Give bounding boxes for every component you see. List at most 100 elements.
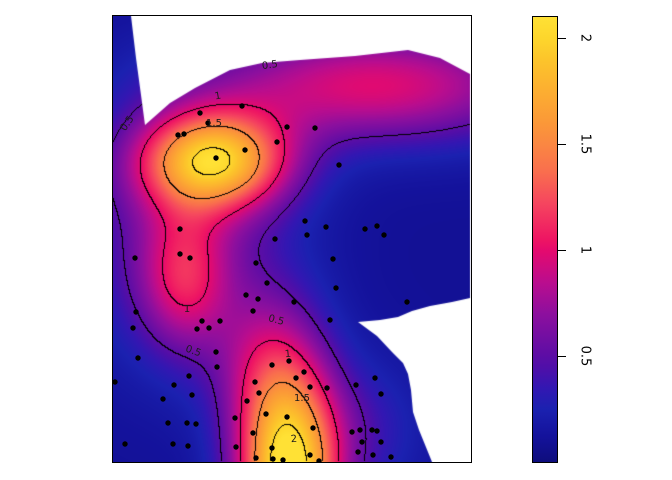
colorbar-gradient — [532, 16, 558, 463]
data-point — [330, 256, 336, 262]
data-points-layer — [113, 103, 410, 462]
data-point — [372, 375, 378, 381]
colorbar-tick — [558, 143, 566, 145]
data-point — [333, 285, 339, 291]
contour-label: 1.5 — [206, 118, 222, 129]
data-point — [355, 449, 361, 455]
data-point — [269, 362, 275, 368]
data-point — [310, 425, 316, 431]
data-point — [256, 390, 262, 396]
colorbar: 2 1.5 1 0.5 — [532, 16, 593, 463]
data-point — [291, 299, 297, 305]
data-point — [307, 452, 313, 458]
colorbar-tick — [558, 37, 566, 39]
data-point — [213, 349, 219, 355]
data-point — [197, 110, 203, 116]
data-point — [213, 155, 219, 161]
data-point — [253, 455, 259, 461]
colorbar-tick-label: 1 — [577, 245, 593, 255]
data-point — [369, 427, 375, 433]
data-point — [264, 280, 270, 286]
data-point — [252, 379, 258, 385]
data-point — [307, 384, 313, 390]
data-point — [255, 296, 261, 302]
data-point — [286, 358, 292, 364]
data-point — [359, 439, 365, 445]
data-point — [353, 382, 359, 388]
data-point — [160, 396, 166, 402]
data-point — [312, 125, 318, 131]
colorbar-tick-label: 1.5 — [577, 133, 593, 155]
data-point — [284, 124, 290, 130]
data-point — [253, 260, 259, 266]
data-point — [243, 292, 249, 298]
colorbar-tick — [558, 355, 566, 357]
data-point — [293, 375, 299, 381]
density-field-canvas — [113, 16, 471, 462]
data-point — [244, 398, 250, 404]
data-point — [113, 379, 118, 385]
colorbar-tick-label: 0.5 — [577, 345, 593, 367]
data-point — [250, 430, 256, 436]
data-point — [206, 325, 212, 331]
data-point — [193, 421, 199, 427]
data-point — [302, 218, 308, 224]
data-point — [357, 427, 363, 433]
data-point — [274, 139, 280, 145]
data-point — [349, 429, 355, 435]
data-point — [194, 326, 200, 332]
data-point — [199, 318, 205, 324]
data-point — [170, 441, 176, 447]
data-point — [189, 392, 195, 398]
data-point — [378, 391, 384, 397]
data-point — [336, 162, 342, 168]
data-point — [232, 415, 238, 421]
data-point — [239, 103, 245, 109]
data-point — [133, 309, 139, 315]
data-point — [362, 226, 368, 232]
data-point — [122, 441, 128, 447]
data-point — [374, 223, 380, 229]
colorbar-tick — [558, 249, 566, 251]
data-point — [316, 458, 322, 462]
data-point — [135, 355, 141, 361]
data-point — [130, 325, 136, 331]
data-point — [269, 445, 275, 451]
data-point — [388, 454, 394, 460]
data-point — [280, 457, 286, 462]
data-point — [171, 382, 177, 388]
data-point — [324, 385, 330, 391]
data-point — [217, 318, 223, 324]
data-point — [187, 255, 193, 261]
data-point — [370, 452, 376, 458]
data-point — [186, 373, 192, 379]
data-point — [327, 317, 333, 323]
data-point — [175, 132, 181, 138]
data-point — [263, 411, 269, 417]
data-point — [184, 420, 190, 426]
data-point — [165, 420, 171, 426]
contour-label: 1 — [183, 304, 191, 315]
colorbar-tick-label: 2 — [577, 34, 593, 43]
data-point — [378, 439, 384, 445]
data-point — [301, 369, 307, 375]
data-point — [404, 299, 410, 305]
data-point — [272, 236, 278, 242]
density-plot-panel: 0.5 0.5 1 1.5 1 0.5 0.5 1 1.5 2 — [112, 15, 472, 463]
data-point — [323, 224, 329, 230]
data-point — [233, 444, 239, 450]
data-point — [177, 251, 183, 257]
data-point — [214, 364, 220, 370]
data-point — [205, 120, 211, 126]
data-point — [185, 443, 191, 449]
data-point — [374, 428, 380, 434]
data-point — [181, 131, 187, 137]
data-point — [132, 255, 138, 261]
contour-label: 2 — [290, 433, 298, 446]
contour-label: 1.5 — [294, 393, 310, 404]
data-point — [284, 414, 290, 420]
data-point — [381, 232, 387, 238]
data-point — [250, 308, 256, 314]
data-point — [242, 147, 248, 153]
